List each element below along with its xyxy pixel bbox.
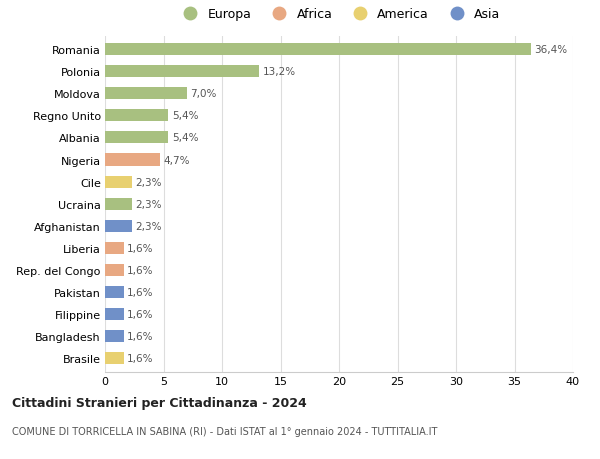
Bar	[105, 66, 259, 78]
Bar	[105, 132, 168, 144]
Bar	[105, 176, 132, 188]
Bar	[105, 242, 124, 254]
Bar	[105, 264, 124, 276]
Text: 1,6%: 1,6%	[127, 309, 154, 319]
Text: COMUNE DI TORRICELLA IN SABINA (RI) - Dati ISTAT al 1° gennaio 2024 - TUTTITALIA: COMUNE DI TORRICELLA IN SABINA (RI) - Da…	[12, 426, 437, 436]
Bar	[105, 220, 132, 232]
Bar	[105, 88, 187, 100]
Text: Cittadini Stranieri per Cittadinanza - 2024: Cittadini Stranieri per Cittadinanza - 2…	[12, 396, 307, 409]
Text: 2,3%: 2,3%	[136, 177, 162, 187]
Text: 1,6%: 1,6%	[127, 243, 154, 253]
Bar	[105, 198, 132, 210]
Bar	[105, 154, 160, 166]
Bar	[105, 330, 124, 342]
Bar	[105, 44, 531, 56]
Text: 13,2%: 13,2%	[263, 67, 296, 77]
Text: 7,0%: 7,0%	[190, 89, 217, 99]
Text: 1,6%: 1,6%	[127, 353, 154, 364]
Bar	[105, 308, 124, 320]
Text: 36,4%: 36,4%	[535, 45, 568, 55]
Text: 1,6%: 1,6%	[127, 287, 154, 297]
Text: 5,4%: 5,4%	[172, 111, 198, 121]
Text: 1,6%: 1,6%	[127, 265, 154, 275]
Text: 2,3%: 2,3%	[136, 221, 162, 231]
Bar	[105, 286, 124, 298]
Text: 2,3%: 2,3%	[136, 199, 162, 209]
Legend: Europa, Africa, America, Asia: Europa, Africa, America, Asia	[175, 6, 503, 24]
Text: 1,6%: 1,6%	[127, 331, 154, 341]
Text: 4,7%: 4,7%	[163, 155, 190, 165]
Bar	[105, 353, 124, 364]
Text: 5,4%: 5,4%	[172, 133, 198, 143]
Bar	[105, 110, 168, 122]
